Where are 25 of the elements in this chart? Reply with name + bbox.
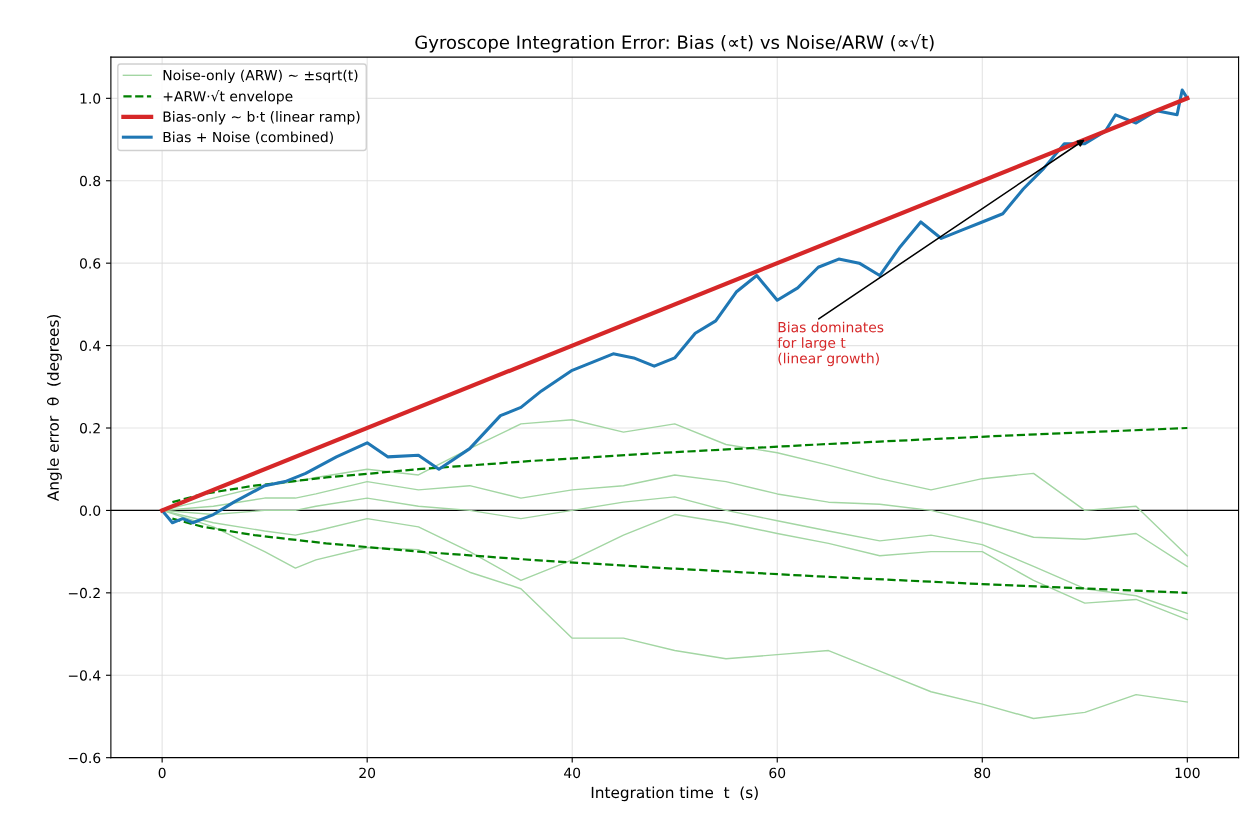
y-tick-label: −0.4 [68, 670, 101, 681]
x-tick-label: 0 [158, 767, 166, 779]
x-tick-label: 40 [564, 767, 581, 779]
line-series [171, 426, 1189, 504]
x-tick-label: 100 [1175, 767, 1200, 779]
line-series [171, 517, 1189, 594]
y-tick-label: 1.0 [80, 93, 101, 104]
annotation: Bias dominates for large t (linear growth) [777, 321, 884, 367]
legend-label: Bias + Noise (combined) [163, 131, 333, 144]
y-tick-label: 0.8 [79, 175, 101, 187]
y-tick-label: −0.2 [68, 587, 100, 599]
x-tick-label: 80 [974, 767, 991, 779]
y-axis-title: Angle error θ (degrees) [46, 314, 62, 502]
x-axis-title: Integration time t (s) [591, 786, 758, 802]
legend-label: Noise-only (ARW) ~ ±sqrt(t) [163, 69, 358, 84]
y-tick-label: 0.4 [79, 340, 101, 352]
y-tick-label: 0.6 [79, 258, 101, 269]
y-tick-label: 0.2 [79, 422, 100, 434]
x-tick-label: 20 [359, 767, 376, 779]
legend-label: +ARW·√t envelope [163, 90, 293, 105]
y-tick-label: −0.6 [68, 752, 101, 764]
y-tick-label: 0.0 [79, 505, 101, 516]
x-tick-label: 60 [769, 767, 786, 779]
chart-title: Gyroscope Integration Error: Bias (∝t) vs Noise/ARW (∝√t) [415, 34, 934, 53]
legend-label: Bias-only ~ b·t (linear ramp) [163, 111, 360, 125]
